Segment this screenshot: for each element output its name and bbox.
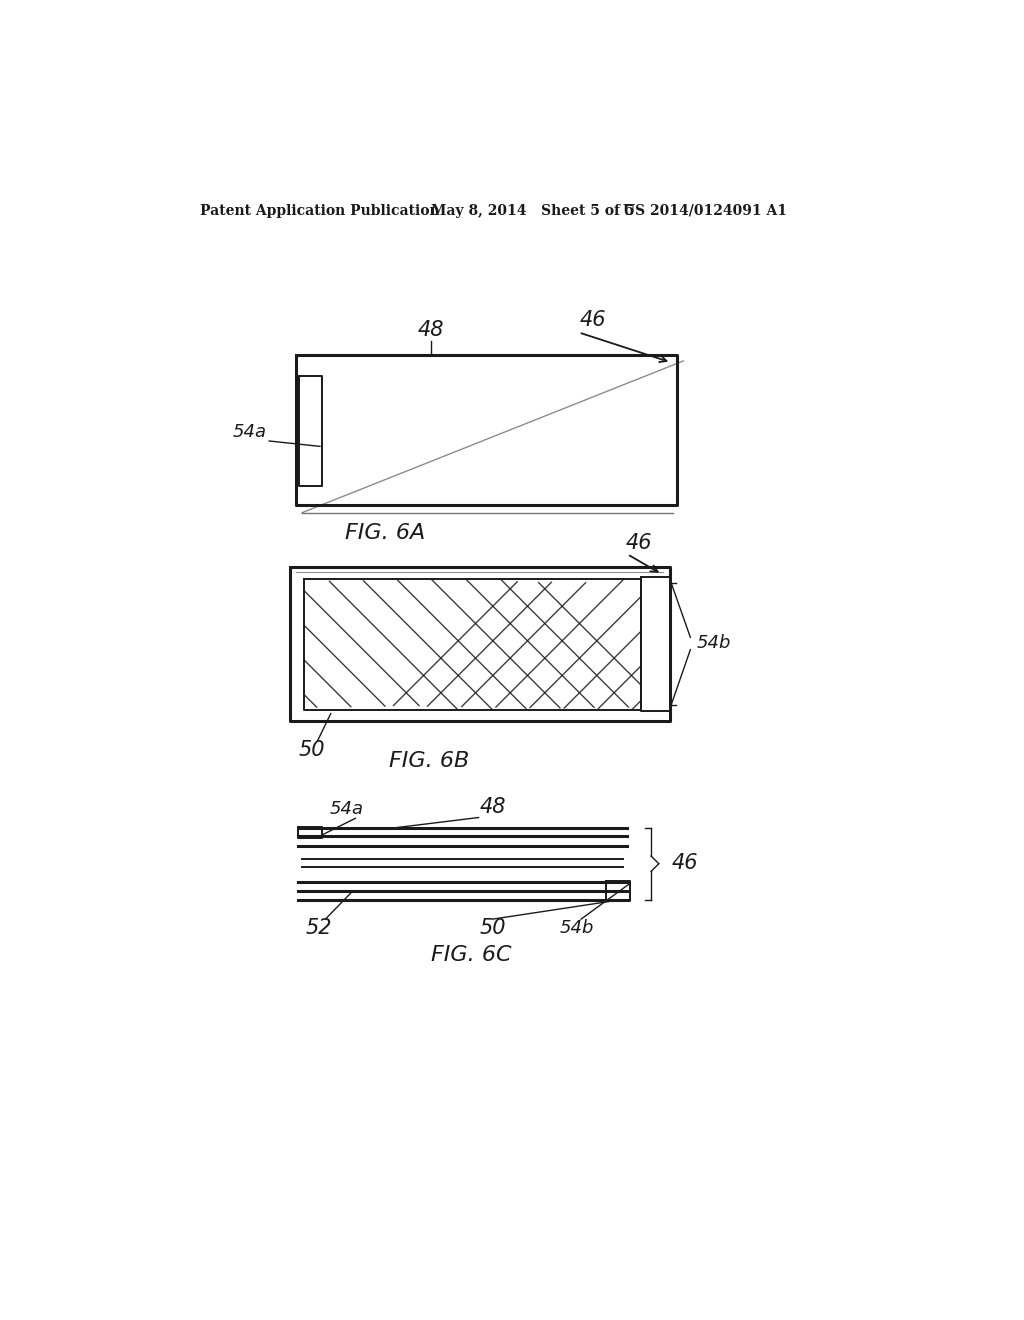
Text: FIG. 6B: FIG. 6B xyxy=(388,751,469,771)
Text: FIG. 6A: FIG. 6A xyxy=(344,524,425,544)
Text: 46: 46 xyxy=(672,853,698,873)
Text: FIG. 6C: FIG. 6C xyxy=(431,945,511,965)
Text: US 2014/0124091 A1: US 2014/0124091 A1 xyxy=(624,203,787,218)
Text: 48: 48 xyxy=(418,321,444,341)
Text: 54a: 54a xyxy=(232,422,267,441)
Text: 54b: 54b xyxy=(560,920,594,937)
Text: Patent Application Publication: Patent Application Publication xyxy=(200,203,439,218)
Text: 54a: 54a xyxy=(329,800,364,818)
Text: May 8, 2014   Sheet 5 of 5: May 8, 2014 Sheet 5 of 5 xyxy=(431,203,634,218)
Text: 48: 48 xyxy=(479,797,506,817)
Text: 46: 46 xyxy=(580,310,606,330)
Text: 50: 50 xyxy=(479,919,506,939)
Text: 46: 46 xyxy=(626,533,652,553)
Text: 54b: 54b xyxy=(696,635,731,652)
Text: 52: 52 xyxy=(306,919,333,939)
Text: 50: 50 xyxy=(298,739,325,760)
